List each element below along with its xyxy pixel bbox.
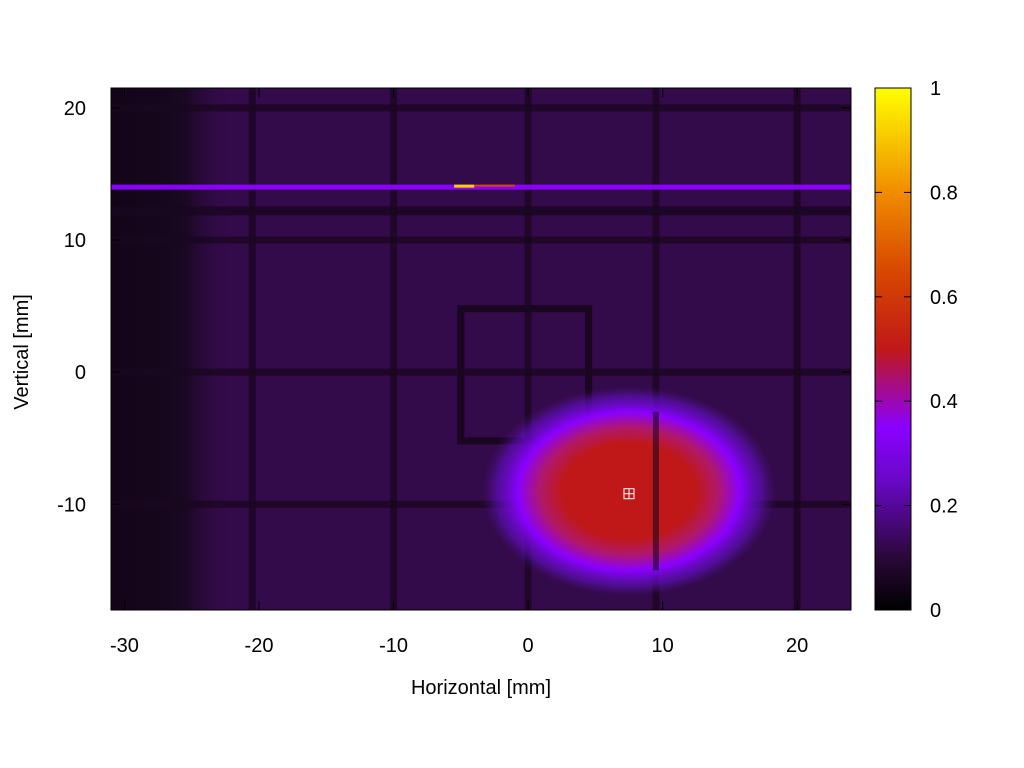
band-hotspot (454, 184, 475, 188)
x-axis-label: Horizontal [mm] (411, 677, 551, 699)
colorbar-gradient (874, 87, 912, 611)
colorbar-tick-label: 0.4 (930, 391, 958, 413)
boxed-cross-marker (623, 488, 635, 500)
x-axis: -30 -20 -10 0 10 20 (110, 88, 808, 657)
grid-shadow-lines (111, 88, 851, 610)
y-tick-label: 20 (64, 98, 86, 120)
y-tick-label: -10 (57, 494, 86, 516)
plot-frame (110, 87, 852, 611)
y-tick-label: 0 (75, 362, 86, 384)
colorbar: 0 0.2 0.4 0.6 0.8 1 (874, 78, 958, 622)
x-tick-label: 20 (786, 635, 808, 657)
x-tick-label: 0 (523, 635, 534, 657)
y-axis-label: Vertical [mm] (11, 294, 33, 410)
plot-area (111, 88, 851, 610)
x-tick-label: -10 (379, 635, 408, 657)
left-dark-region (111, 88, 233, 610)
colorbar-tick-label: 0 (930, 600, 941, 622)
y-axis: -10 0 10 20 (57, 98, 851, 516)
x-tick-label: -30 (110, 635, 139, 657)
colorbar-tick-label: 0.2 (930, 496, 958, 518)
x-tick-label: -20 (245, 635, 274, 657)
x-tick-label: 10 (652, 635, 674, 657)
colorbar-tick-label: 0.6 (930, 287, 958, 309)
colorbar-tick-label: 1 (930, 78, 941, 100)
colorbar-tick-label: 0.8 (930, 182, 958, 204)
bright-horizontal-band (111, 184, 851, 190)
y-tick-label: 10 (64, 230, 86, 252)
band-hotspot-tail (474, 184, 515, 187)
colorbar-ticks: 0 0.2 0.4 0.6 0.8 1 (875, 78, 958, 622)
